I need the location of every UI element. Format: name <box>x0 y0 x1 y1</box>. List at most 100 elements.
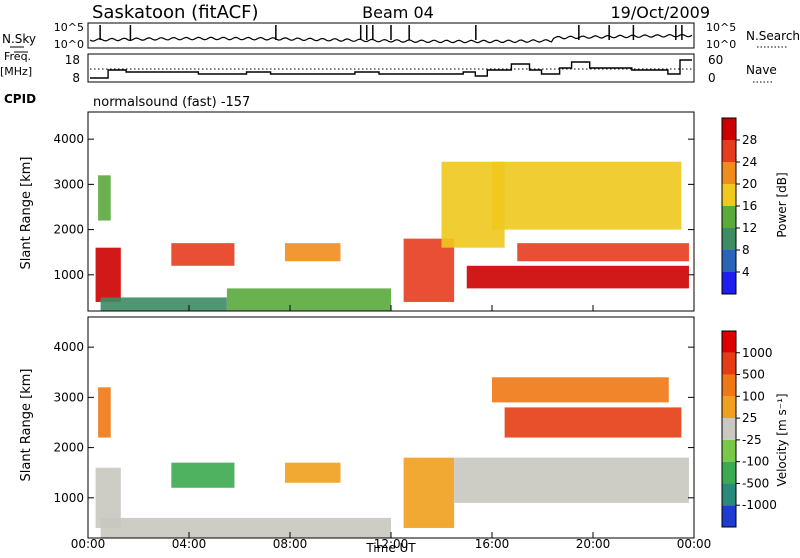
colorbar-tick-label: 8 <box>742 243 750 257</box>
data-patch <box>403 238 455 302</box>
data-patch <box>492 377 669 403</box>
colorbar-tick-label: 20 <box>742 177 757 191</box>
noise-right-tick-top: 10^5 <box>706 21 736 34</box>
freq-right-tick-top: 60 <box>708 53 723 67</box>
power-colorbar-label: Power [dB] <box>775 172 789 237</box>
data-patch <box>226 288 391 311</box>
colorbar-segment <box>722 118 736 140</box>
velocity-panel: 1000 2000 3000 4000 00:00 04:00 08:00 12:00 16:… <box>19 316 789 555</box>
freq-left-tick-top: 18 <box>65 53 80 67</box>
velocity-x-axis-label: Time UT <box>365 541 416 554</box>
y-tick-label: 2000 <box>53 441 84 455</box>
colorbar-segment <box>722 228 736 250</box>
colorbar-segment <box>722 418 736 440</box>
colorbar-segment <box>722 374 736 397</box>
velocity-colorbar: 1000 500 100 25 -25 -100 -500 -1000 <box>721 330 777 528</box>
x-tick-label: 20:00 <box>576 537 611 551</box>
noise-left-tick-bottom: 10^0 <box>54 38 84 51</box>
noise-right-label: N.Search <box>746 29 800 43</box>
data-patch <box>454 457 689 503</box>
velocity-colorbar-label: Velocity [m s⁻¹] <box>775 393 789 486</box>
data-patch <box>98 387 111 438</box>
y-tick-label: 1000 <box>53 268 84 282</box>
colorbar-segment <box>722 206 736 228</box>
data-patch <box>171 243 235 266</box>
colorbar-tick-label: -1000 <box>742 498 777 512</box>
data-patch <box>466 265 689 289</box>
data-patch <box>284 243 341 262</box>
colorbar-segment <box>722 396 736 419</box>
colorbar-segment <box>722 505 736 527</box>
y-tick-label: 3000 <box>53 390 84 404</box>
noise-left-label: N.Sky <box>2 32 36 46</box>
power-y-ticks: 1000 2000 3000 4000 <box>53 132 694 282</box>
beam-title: Beam 04 <box>362 3 434 22</box>
data-patch <box>95 467 121 528</box>
x-tick-label: 16:00 <box>475 537 510 551</box>
cpid-label: CPID <box>4 92 36 106</box>
data-patch <box>517 243 689 262</box>
colorbar-tick-label: 12 <box>742 221 757 235</box>
colorbar-segment <box>722 184 736 206</box>
colorbar-tick-label: 25 <box>742 411 757 425</box>
data-patch <box>171 462 235 488</box>
colorbar-segment <box>722 272 736 294</box>
data-patch <box>100 297 227 311</box>
freq-panel: Freq. [MHz] 18 8 60 0 Nave <box>0 50 777 85</box>
colorbar-frame <box>721 330 737 528</box>
data-patch <box>504 407 682 438</box>
data-patch <box>95 247 121 302</box>
data-patch <box>100 517 391 538</box>
data-patch <box>284 462 341 483</box>
data-patch <box>98 175 111 221</box>
freq-right-label: Nave <box>746 63 777 77</box>
colorbar-tick-label: 1000 <box>742 346 773 360</box>
y-tick-label: 4000 <box>53 340 84 354</box>
freq-frame <box>87 53 695 83</box>
colorbar-segment <box>722 331 736 353</box>
x-tick-label: 04:00 <box>172 537 207 551</box>
station-title: Saskatoon (fitACF) <box>92 2 259 23</box>
colorbar-segment <box>722 162 736 184</box>
power-y-axis-label: Slant Range [km] <box>19 157 34 270</box>
x-tick-label: 00:00 <box>71 537 106 551</box>
velocity-x-ticks: 00:00 04:00 08:00 12:00 16:00 20:00 00:00 <box>71 532 712 551</box>
freq-left-label-1: Freq. <box>4 50 31 63</box>
colorbar-segment <box>722 461 736 484</box>
colorbar-segment <box>722 483 736 506</box>
y-tick-label: 1000 <box>53 491 84 505</box>
colorbar-tick-label: 24 <box>742 155 757 169</box>
colorbar-segment <box>722 439 736 462</box>
noise-panel: N.Sky 10^5 10^0 10^5 10^0 N.Search <box>2 21 800 51</box>
x-tick-label: 00:00 <box>677 537 712 551</box>
velocity-y-axis-label: Slant Range [km] <box>19 369 34 482</box>
x-tick-label: 08:00 <box>273 537 308 551</box>
power-x-tick-marks <box>87 305 695 311</box>
velocity-y-ticks: 1000 2000 3000 4000 <box>53 340 694 505</box>
colorbar-tick-label: -100 <box>742 455 769 469</box>
freq-line <box>90 59 692 79</box>
cpid-value: normalsound (fast) -157 <box>93 95 250 110</box>
colorbar-segment <box>722 250 736 272</box>
x-tick-label: 12:00 <box>374 537 409 551</box>
colorbar-tick-label: 4 <box>742 265 750 279</box>
noise-right-tick-bottom: 10^0 <box>706 38 736 51</box>
power-patches <box>95 161 689 311</box>
power-panel: 1000 2000 3000 4000 Slant Range [km] 4 8 12 16… <box>19 111 789 312</box>
freq-left-tick-bottom: 8 <box>72 71 80 85</box>
freq-right-tick-bottom: 0 <box>708 71 716 85</box>
colorbar-tick-label: -25 <box>742 433 762 447</box>
colorbar-tick-label: -500 <box>742 476 769 490</box>
noise-left-tick-top: 10^5 <box>54 21 84 34</box>
colorbar-segment <box>722 140 736 162</box>
colorbar-tick-label: 500 <box>742 368 765 382</box>
colorbar-tick-label: 16 <box>742 199 757 213</box>
data-patch <box>492 161 682 230</box>
y-tick-label: 3000 <box>53 177 84 191</box>
y-tick-label: 2000 <box>53 223 84 237</box>
colorbar-tick-label: 28 <box>742 133 757 147</box>
freq-left-label-2: [MHz] <box>0 65 32 78</box>
noise-line <box>89 33 693 44</box>
date-title: 19/Oct/2009 <box>610 3 710 22</box>
